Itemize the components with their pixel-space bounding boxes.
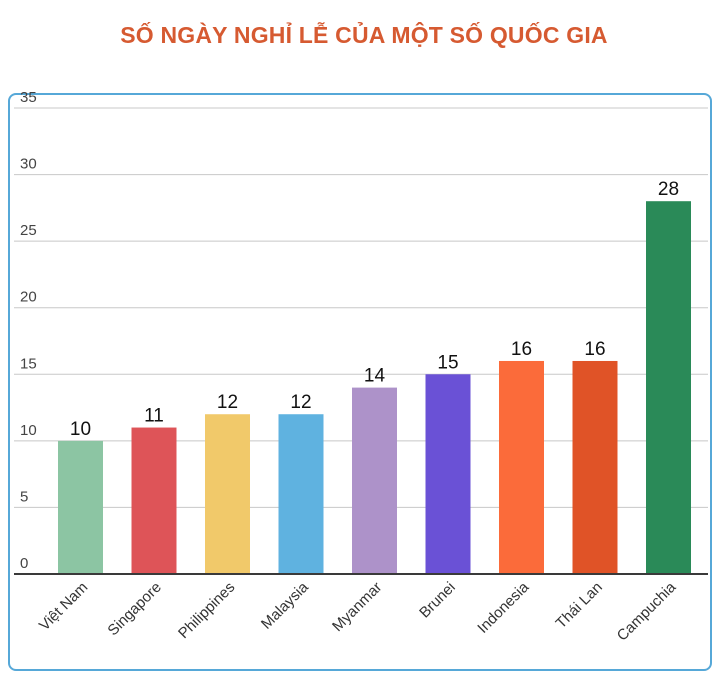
bar (278, 414, 324, 574)
x-tick-label: Indonesia (474, 578, 532, 636)
data-label: 12 (217, 392, 238, 413)
data-labels: 10 11 12 12 14 15 16 16 28 (70, 179, 679, 440)
data-label: 15 (437, 352, 458, 373)
chart-title: SỐ NGÀY NGHỈ LỄ CỦA MỘT SỐ QUỐC GIA (120, 22, 608, 48)
y-tick-label: 5 (20, 488, 28, 505)
bar (352, 387, 397, 574)
x-tick-label: Singapore (104, 579, 164, 639)
x-tick-label: Việt Nam (36, 579, 91, 634)
bars (58, 201, 691, 574)
bar (646, 201, 691, 574)
data-label: 12 (290, 392, 311, 413)
y-tick-label: 35 (20, 89, 37, 106)
y-tick-label: 10 (20, 422, 37, 439)
x-axis-labels: Việt Nam Singapore Philippines Malaysia Myan… (36, 578, 680, 644)
data-label: 14 (364, 366, 386, 387)
data-label: 10 (70, 419, 91, 440)
bar (499, 360, 544, 574)
bar (425, 374, 471, 574)
y-axis-ticks: 0 5 10 15 20 25 30 35 (20, 89, 37, 572)
data-label: 16 (584, 339, 605, 360)
x-tick-label: Brunei (416, 579, 459, 622)
x-tick-label: Myanmar (329, 579, 385, 635)
y-tick-label: 0 (20, 555, 28, 572)
bar (572, 360, 618, 574)
y-tick-label: 25 (20, 222, 37, 239)
bar (205, 414, 250, 574)
y-tick-label: 15 (20, 355, 37, 372)
data-label: 16 (511, 339, 532, 360)
bar (131, 427, 177, 574)
data-label: 28 (658, 179, 679, 200)
x-tick-label: Philippines (175, 579, 238, 642)
x-tick-label: Campuchia (614, 578, 680, 644)
x-tick-label: Thái Lan (553, 579, 606, 632)
data-label: 11 (144, 406, 164, 427)
y-tick-label: 20 (20, 289, 37, 306)
x-tick-label: Malaysia (258, 578, 312, 632)
bar (58, 440, 103, 574)
y-tick-label: 30 (20, 156, 37, 173)
